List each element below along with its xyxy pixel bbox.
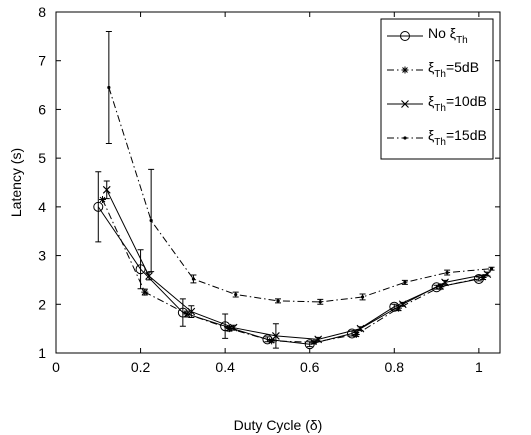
error-bar (222, 313, 229, 339)
legend-item-1: ξTh=5dB (387, 59, 479, 80)
data-point (141, 288, 149, 296)
y-tick-label: 8 (38, 4, 46, 20)
legend-label-main: ξ (428, 93, 434, 109)
data-point (102, 185, 111, 194)
data-point (314, 335, 323, 344)
y-tick-label: 7 (38, 53, 46, 69)
legend-marker (401, 66, 409, 74)
x-tick-label: 0.4 (215, 359, 235, 375)
legend-label-subscript: Th (434, 69, 446, 80)
data-point (99, 196, 107, 204)
data-point (395, 304, 403, 312)
legend-label: ξTh=10dB (428, 93, 487, 114)
legend-label-subscript: Th (434, 103, 446, 114)
legend-marker (403, 136, 407, 140)
x-tick-label: 0.2 (131, 359, 151, 375)
data-point (318, 300, 322, 304)
legend-label-subscript: Th (456, 35, 468, 46)
data-point (229, 323, 238, 332)
data-point (145, 272, 153, 280)
legend-label-rest: =10dB (446, 93, 487, 109)
data-point (276, 299, 280, 303)
series-3 (105, 30, 495, 305)
data-point (271, 332, 280, 340)
error-bar (95, 171, 102, 243)
data-point (187, 307, 196, 316)
legend-item-3: ξTh=15dB (387, 127, 487, 148)
y-tick-label: 4 (38, 199, 46, 215)
y-tick-label: 2 (38, 296, 46, 312)
data-point (441, 278, 449, 287)
legend-box (380, 18, 494, 160)
data-point (445, 271, 449, 275)
legend-label: ξTh=5dB (428, 59, 479, 80)
data-point (489, 267, 494, 271)
data-point (93, 201, 104, 212)
legend-label-subscript: Th (434, 137, 446, 148)
error-bar (179, 298, 186, 327)
y-tick-label: 3 (38, 248, 46, 264)
data-point (356, 324, 365, 333)
data-point (403, 280, 407, 284)
y-tick-label: 5 (38, 150, 46, 166)
plot-frame (55, 11, 501, 354)
legend-marker (401, 100, 409, 108)
legend-label: No ξTh (428, 25, 468, 46)
ticks-layer: 0 0.2 0.4 0.6 0.8 1 1 2 3 4 5 6 7 8 (38, 4, 500, 375)
data-point (483, 270, 492, 278)
legend-label-main: No ξ (428, 25, 456, 41)
legend-label-rest: =15dB (446, 127, 487, 143)
legend-label-main: ξ (428, 127, 434, 143)
data-point (398, 300, 407, 309)
legend-label: ξTh=15dB (428, 127, 487, 148)
x-tick-label: 1 (475, 359, 483, 375)
series-layer (93, 30, 495, 350)
data-point (479, 273, 487, 281)
series-line (97, 206, 479, 345)
y-axis-label: Latency (s) (8, 148, 24, 217)
y-tick-label: 6 (38, 101, 46, 117)
series-1 (99, 196, 487, 346)
data-point (183, 310, 191, 318)
data-point (135, 264, 146, 275)
data-point (191, 277, 196, 281)
y-tick-label: 1 (38, 345, 46, 361)
x-axis-label: Duty Cycle (δ) (234, 417, 323, 433)
data-point (437, 283, 445, 291)
data-point (310, 338, 318, 346)
series-line (106, 189, 488, 340)
data-point (225, 325, 233, 333)
x-tick-label: 0.6 (300, 359, 320, 375)
legend-label-rest: =5dB (446, 59, 479, 75)
series-line (102, 199, 484, 343)
legend-item-0: No ξTh (387, 25, 468, 46)
data-point (149, 218, 153, 223)
series-line (108, 87, 492, 303)
series-2 (102, 180, 492, 349)
data-point (107, 85, 111, 90)
data-point (360, 295, 365, 299)
legend-label-main: ξ (428, 59, 434, 75)
data-point (268, 337, 276, 345)
data-point (234, 292, 238, 297)
x-tick-label: 0.8 (385, 359, 405, 375)
data-point (352, 330, 360, 338)
legend-marker (400, 31, 410, 41)
x-tick-label: 0 (52, 359, 60, 375)
legend-item-2: ξTh=10dB (387, 93, 487, 114)
